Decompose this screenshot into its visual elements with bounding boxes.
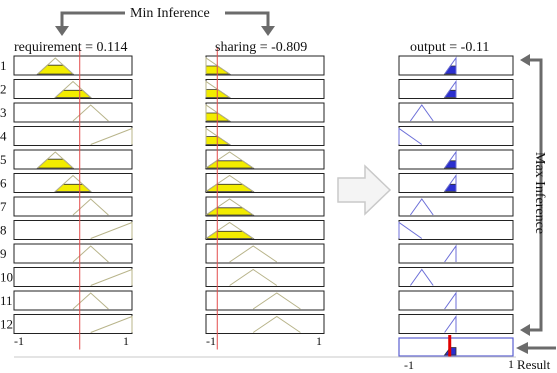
min-inference-label: Min Inference (130, 6, 210, 21)
rule-number-2: 2 (0, 82, 7, 97)
output-axis-max: 1 (508, 357, 514, 371)
rule-9-sharing-mf (229, 245, 278, 263)
rule-10-output-box (398, 267, 514, 287)
rule-6-requirement-box (13, 173, 133, 193)
max-inference-label: Max Inference (532, 152, 547, 235)
sharing-axis-max: 1 (316, 334, 322, 348)
rule-3-output-box (398, 102, 514, 123)
sharing-title: sharing = -0.809 (215, 40, 308, 55)
inference-flow-arrow (337, 164, 392, 216)
rule-2-sharing-mf (205, 80, 230, 98)
rule-1-sharing-mf (205, 57, 230, 75)
rule-7-output-box (398, 196, 514, 217)
rule-11-sharing-mf (252, 292, 301, 310)
rule-5-requirement-mf (37, 151, 74, 169)
rule-10-output-mf (409, 268, 434, 286)
max-bracket-bottom-head (520, 324, 530, 336)
rule-3-requirement-mf (72, 104, 109, 122)
rule-11-requirement-mf (72, 292, 109, 310)
rule-4-sharing-mf (205, 127, 230, 145)
rule-3-requirement-box (13, 102, 133, 123)
requirement-axis-max: 1 (123, 334, 129, 348)
rule-6-sharing-mf (205, 174, 254, 192)
rule-8-requirement-box (13, 220, 133, 240)
rule-number-8: 8 (0, 223, 7, 238)
rule-10-requirement-box (13, 267, 133, 287)
rule-8-sharing-mf (205, 221, 254, 239)
rule-10-requirement-mf (90, 268, 133, 286)
rule-11-output-mf (444, 291, 457, 310)
rule-10-sharing-mf (229, 268, 278, 286)
rule-number-5: 5 (0, 152, 7, 167)
requirement-axis-min: -1 (14, 334, 24, 348)
rule-1-requirement-mf (37, 57, 74, 75)
rule-5-sharing-mf (205, 151, 254, 169)
rule-9-requirement-box (13, 243, 133, 264)
rule-12-output-mf (444, 314, 457, 333)
min-arrow-left-head (55, 26, 69, 36)
rule-3-output-mf (409, 104, 434, 122)
rule-6-output-mf (444, 173, 457, 192)
rule-7-sharing-mf (205, 198, 254, 216)
result-label: Result (517, 357, 551, 372)
rule-number-9: 9 (0, 246, 7, 261)
rule-9-requirement-mf (72, 245, 109, 263)
rule-number-1: 1 (0, 58, 7, 73)
rule-12-requirement-box (13, 314, 133, 334)
max-bracket-top-head (520, 54, 530, 66)
rule-4-requirement-mf (90, 127, 133, 145)
result-arrow-head (516, 342, 528, 354)
min-arrow-right-line (225, 11, 270, 27)
rule-9-output-mf (444, 244, 457, 263)
rule-2-output-mf (444, 79, 457, 98)
rule-3-sharing-mf (205, 104, 230, 122)
rule-number-11: 11 (0, 293, 13, 308)
rule-number-12: 12 (0, 317, 13, 332)
max-bracket-line (524, 58, 543, 332)
min-arrow-right-head (261, 26, 275, 36)
rule-8-output-mf (398, 221, 423, 239)
rule-number-7: 7 (0, 199, 7, 214)
sharing-axis-min: -1 (206, 334, 216, 348)
output-axis-min: -1 (404, 358, 414, 372)
rule-4-output-box (398, 126, 514, 146)
rule-2-requirement-box (13, 79, 133, 99)
rule-6-requirement-mf (54, 174, 92, 192)
rule-11-requirement-box (13, 290, 133, 311)
rule-8-requirement-mf (90, 221, 133, 239)
rule-1-output-mf (444, 56, 457, 75)
min-arrow-left-line (60, 11, 125, 27)
rule-7-requirement-box (13, 196, 133, 217)
rule-7-requirement-mf (72, 198, 109, 216)
rule-12-requirement-mf (90, 315, 133, 333)
rule-4-requirement-box (13, 126, 133, 146)
rule-8-output-box (398, 220, 514, 240)
rule-5-requirement-box (13, 149, 133, 170)
rule-1-requirement-box (13, 55, 133, 76)
rule-4-output-mf (398, 127, 423, 145)
rule-number-10: 10 (0, 270, 13, 285)
rule-7-output-mf (409, 198, 434, 216)
aggregate-output-box (398, 337, 514, 357)
rule-number-6: 6 (0, 176, 7, 191)
rule-2-requirement-mf (54, 80, 92, 98)
rule-5-output-mf (444, 150, 457, 169)
rule-number-3: 3 (0, 105, 7, 120)
output-title: output = -0.11 (410, 40, 490, 55)
requirement-title: requirement = 0.114 (14, 40, 128, 55)
rule-number-4: 4 (0, 129, 7, 144)
rule-12-sharing-mf (252, 315, 301, 333)
